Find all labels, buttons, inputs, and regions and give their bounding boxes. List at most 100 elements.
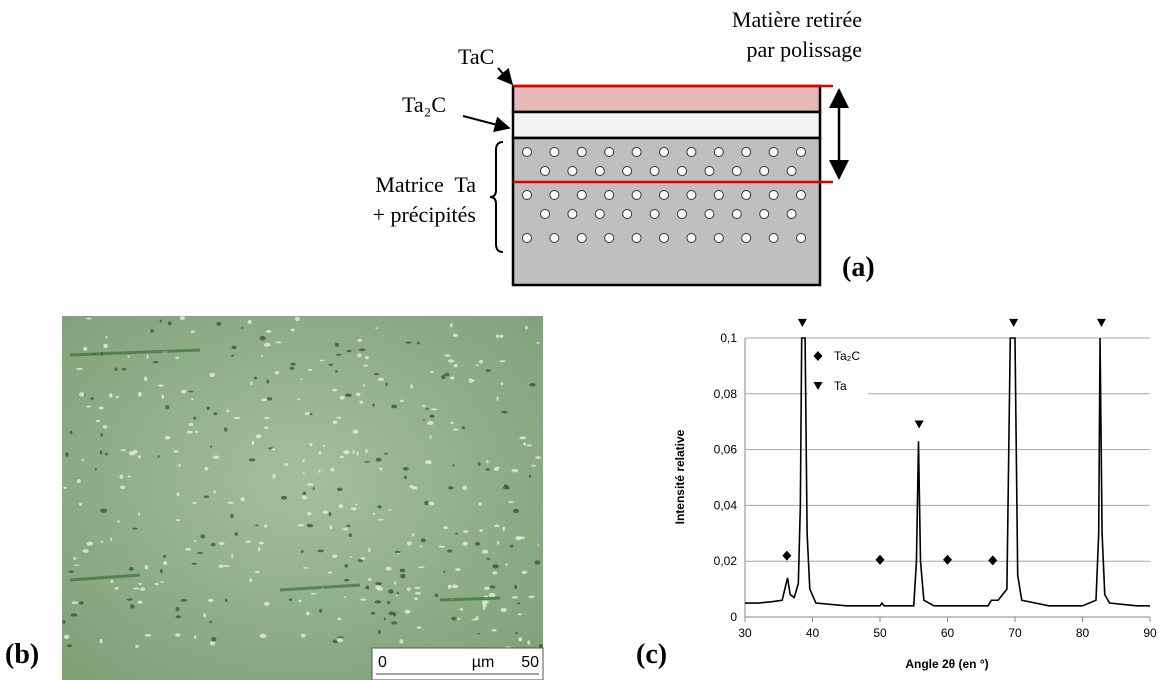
speck (63, 634, 70, 639)
speck (99, 449, 103, 455)
speck (114, 586, 119, 590)
speck (265, 330, 272, 333)
y-axis-title: Intensité relative (673, 429, 687, 524)
speck (128, 450, 136, 456)
speck (399, 399, 404, 403)
precipitate (677, 166, 687, 176)
speck (181, 389, 187, 394)
speck (343, 596, 347, 598)
speck (489, 585, 496, 589)
precipitate (759, 166, 770, 176)
speck (254, 571, 260, 574)
speck (427, 421, 434, 426)
speck (430, 370, 435, 373)
speck (452, 464, 455, 467)
speck (495, 466, 501, 469)
speck (289, 366, 295, 370)
speck (175, 615, 181, 619)
speck (383, 617, 386, 621)
speck (346, 349, 352, 353)
speck (300, 378, 303, 380)
brace (489, 141, 504, 253)
precipitate (549, 233, 560, 243)
speck (223, 427, 228, 432)
panel-label: (c) (636, 639, 667, 670)
speck (518, 637, 522, 642)
precipitate (567, 166, 578, 176)
x-tick-label: 30 (738, 626, 752, 640)
precipitate (631, 233, 642, 243)
precipitate (622, 166, 633, 176)
speck (157, 384, 165, 387)
speck (86, 541, 94, 546)
precipitate (759, 209, 770, 219)
speck (468, 378, 473, 383)
precipitate (704, 209, 715, 219)
speck (363, 384, 366, 387)
speck (115, 395, 119, 399)
speck (499, 334, 504, 339)
speck (233, 416, 241, 420)
speck (227, 501, 234, 504)
speck (356, 392, 361, 397)
speck (73, 564, 80, 566)
precipitate (686, 147, 697, 157)
speck (447, 584, 452, 589)
speck (357, 353, 362, 358)
speck (514, 584, 518, 589)
speck (194, 540, 197, 542)
speck (288, 598, 293, 601)
speck (496, 396, 499, 401)
speck (378, 629, 381, 635)
panel-label: (b) (5, 639, 39, 670)
speck (163, 554, 167, 558)
speck (372, 513, 376, 515)
speck (175, 606, 180, 612)
speck (507, 501, 515, 503)
speck (374, 600, 382, 604)
speck (209, 620, 213, 624)
speck (138, 582, 142, 586)
speck (94, 468, 97, 471)
speck (444, 354, 451, 357)
speck (429, 414, 435, 418)
speck (416, 626, 422, 629)
speck (159, 581, 164, 583)
precipitate (713, 147, 724, 157)
speck (190, 330, 195, 334)
speck (360, 556, 366, 560)
speck (302, 458, 305, 463)
speck (410, 384, 413, 389)
precipitate (604, 233, 615, 243)
speck (448, 359, 455, 363)
speck (203, 613, 207, 618)
speck (137, 600, 143, 604)
speck (375, 327, 378, 330)
matrix-layer (511, 136, 822, 287)
speck (137, 512, 141, 516)
speck (373, 373, 380, 376)
triangle-marker (914, 420, 924, 429)
speck (306, 483, 314, 487)
speck (474, 541, 481, 546)
x-tick-label: 40 (806, 626, 820, 640)
speck (385, 566, 392, 571)
speck (318, 450, 322, 455)
speck (178, 463, 181, 468)
precipitate (576, 147, 587, 157)
speck (300, 633, 306, 638)
speck (388, 509, 392, 511)
speck (127, 355, 130, 358)
speck (306, 523, 314, 528)
speck (231, 345, 237, 350)
speck (196, 551, 204, 555)
speck (290, 362, 296, 366)
precipitate (594, 166, 605, 176)
legend-label: Ta (834, 379, 847, 393)
precipitate (796, 147, 806, 157)
speck (492, 571, 498, 575)
speck (165, 405, 170, 410)
speck (343, 450, 350, 455)
speck (485, 468, 490, 471)
speck (250, 381, 253, 386)
